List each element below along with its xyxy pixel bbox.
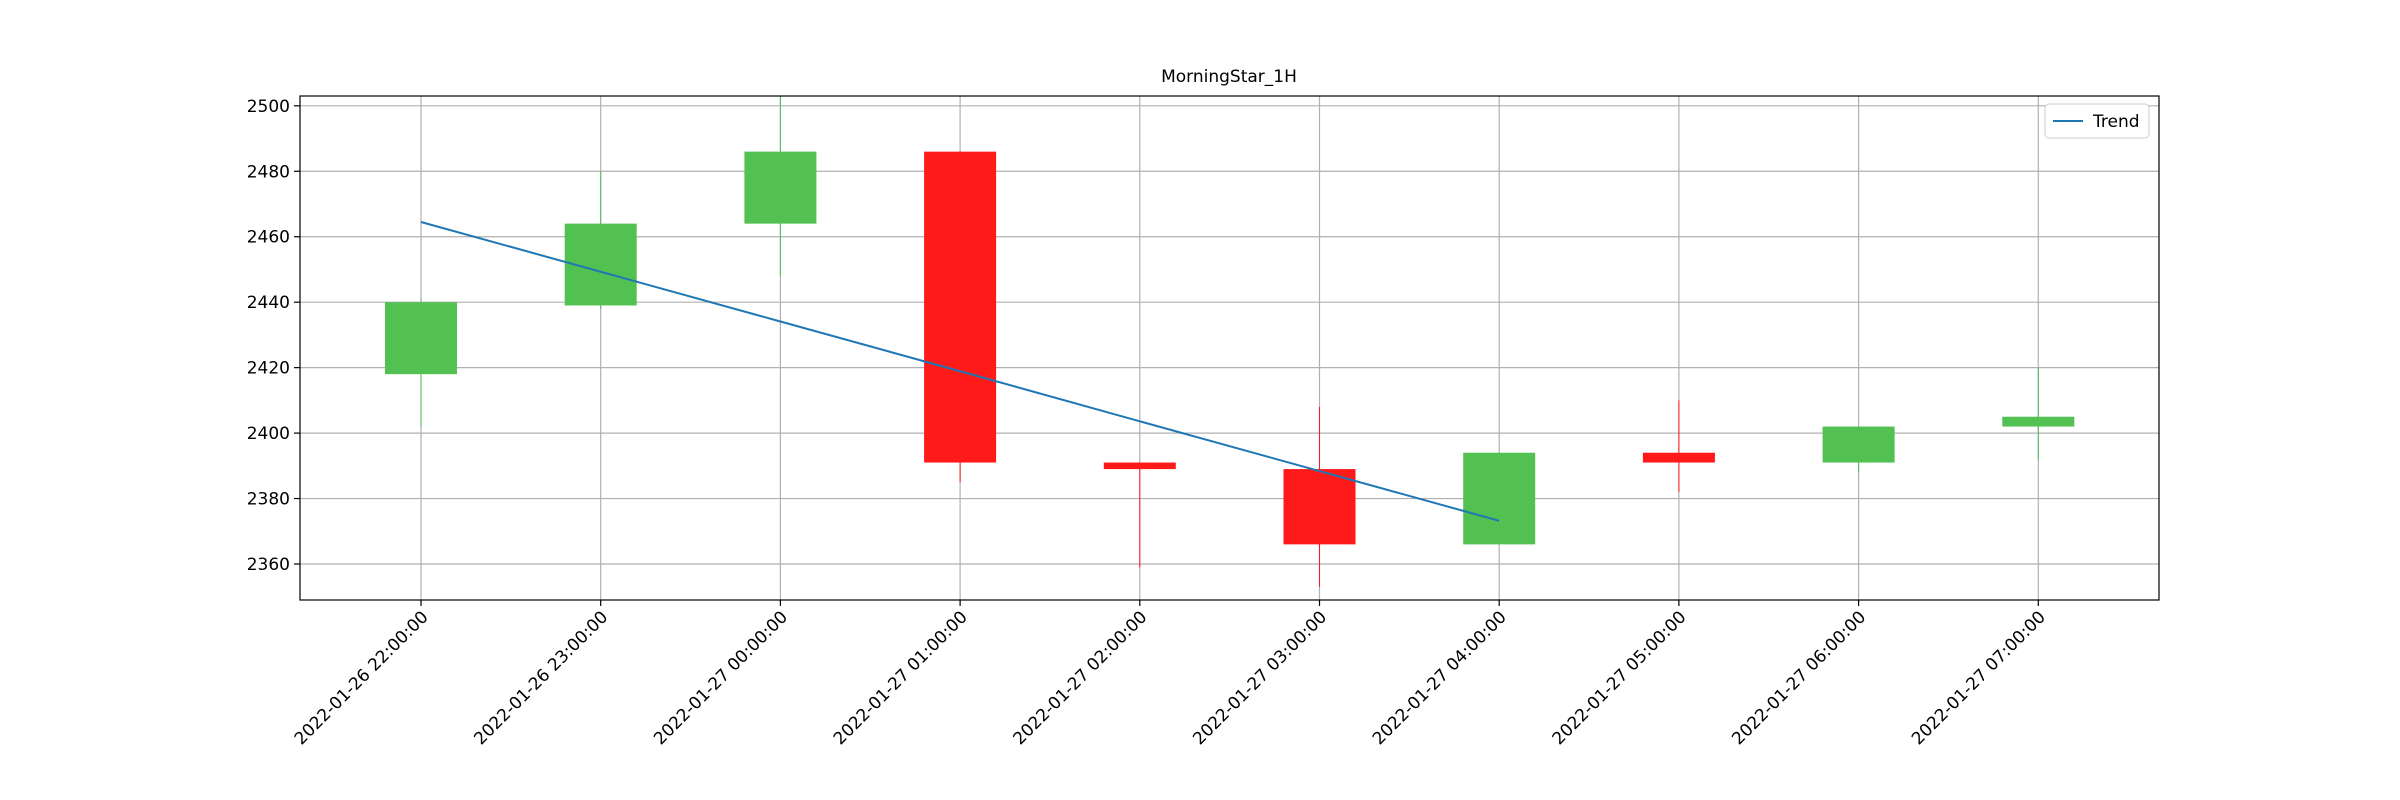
candle-body [1642, 452, 1715, 463]
plot-frame [299, 95, 2160, 601]
legend-label: Trend [2092, 112, 2140, 132]
trend-line [420, 221, 1500, 522]
candle-body [1822, 426, 1895, 463]
x-tick-label: 2022-01-27 03:00:00 [1189, 607, 1331, 749]
y-tick-label: 2360 [247, 555, 290, 575]
candle-body [385, 302, 457, 375]
y-tick-label: 2500 [247, 97, 290, 117]
chart-title: MorningStar_1H [1161, 67, 1297, 87]
y-tick-label: 2460 [247, 228, 290, 248]
candle-body [2002, 416, 2075, 427]
x-tick-label: 2022-01-27 00:00:00 [650, 607, 792, 749]
x-tick-label: 2022-01-27 07:00:00 [1908, 607, 2050, 749]
y-tick-label: 2440 [247, 293, 290, 313]
candle-body [924, 151, 997, 463]
x-tick-label: 2022-01-27 06:00:00 [1728, 607, 1870, 749]
candle-body [1103, 462, 1176, 470]
x-tick-label: 2022-01-27 02:00:00 [1010, 607, 1152, 749]
x-tick-label: 2022-01-27 04:00:00 [1369, 607, 1511, 749]
y-tick-label: 2400 [247, 424, 290, 444]
y-tick-label: 2420 [247, 359, 290, 379]
candle-body [1463, 452, 1536, 545]
candle-body [1283, 469, 1356, 545]
legend-box [2044, 103, 2150, 139]
candle-body [744, 151, 817, 224]
x-tick-label: 2022-01-27 01:00:00 [830, 607, 972, 749]
x-tick-label: 2022-01-27 05:00:00 [1549, 607, 1691, 749]
y-tick-label: 2380 [247, 490, 290, 510]
x-tick-label: 2022-01-26 23:00:00 [470, 607, 612, 749]
x-tick-label: 2022-01-26 22:00:00 [291, 607, 433, 749]
y-tick-label: 2480 [247, 162, 290, 182]
